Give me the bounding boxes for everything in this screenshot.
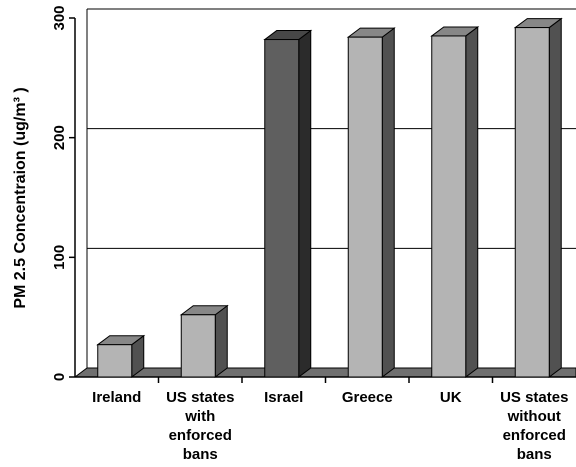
x-tick-label-line: UK [440, 389, 462, 406]
chart-floor [73, 367, 576, 378]
x-tick-label-line: Ireland [92, 389, 141, 406]
labels: 0 100 200 300 Ireland US states with enforced ba… [51, 5, 568, 463]
x-tick-label-line: US states [500, 389, 568, 406]
y-tick-label: 300 [51, 5, 68, 30]
x-tick-label-line: Greece [342, 389, 393, 406]
floor [73, 367, 576, 378]
bar [264, 39, 300, 378]
x-tick-label: Ireland [92, 389, 141, 406]
y-axis-title: PM 2.5 Concentraion (ug/m³ ) [12, 87, 29, 308]
bar [431, 35, 467, 378]
x-tick-label-line: without [507, 408, 561, 425]
x-tick-label-line: US states [166, 389, 234, 406]
bar-side [548, 17, 562, 378]
x-tick-label-line: bans [517, 446, 552, 463]
x-tick-label-line: enforced [503, 427, 566, 444]
x-tick-label: Greece [342, 389, 393, 406]
bar [514, 27, 550, 378]
x-tick-label: US states without enforced bans [500, 389, 568, 463]
bar-side [214, 304, 228, 378]
bars [96, 17, 563, 378]
x-tick-label-line: enforced [169, 427, 232, 444]
y-tick-label: 0 [51, 373, 68, 381]
bar [180, 314, 216, 378]
axes [69, 17, 576, 383]
y-tick-label: 100 [51, 245, 68, 270]
x-tick-label-line: with [184, 408, 215, 425]
x-tick-label: US states with enforced bans [166, 389, 234, 463]
y-tick-label: 200 [51, 125, 68, 150]
x-tick-label: UK [440, 389, 462, 406]
bar-side [298, 29, 312, 378]
bar [347, 36, 383, 378]
bar [97, 344, 133, 378]
bar-side [381, 27, 395, 378]
gridlines [86, 8, 576, 368]
x-tick-label-line: Israel [264, 389, 303, 406]
x-tick-label: Israel [264, 389, 303, 406]
x-tick-label-line: bans [183, 446, 218, 463]
bar-side [465, 25, 479, 378]
